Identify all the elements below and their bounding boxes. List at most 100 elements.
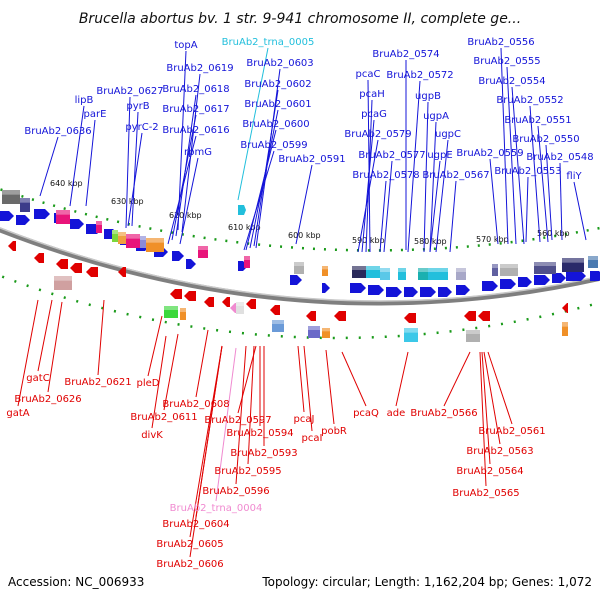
forward-gene-label: BruAb2_0574	[372, 49, 439, 60]
cog-box	[180, 308, 186, 320]
label-leader-line	[85, 119, 96, 207]
outer-tick-ring	[0, 187, 600, 252]
kbp-mark: 600 kbp	[288, 231, 321, 240]
reverse-label-lines	[17, 299, 513, 558]
label-leader-line	[69, 105, 85, 207]
reverse-gene-label: pcaI	[302, 433, 323, 444]
trna-forward-arrow	[238, 205, 246, 215]
forward-gene-arrow	[322, 283, 330, 293]
forward-gene-label: BruAb2_0577	[358, 150, 425, 161]
reverse-gene-arrow	[334, 311, 346, 321]
label-leader-line	[147, 315, 163, 377]
reverse-gene-label: BruAb2_0593	[230, 448, 297, 459]
forward-gene-label: BruAb2_0553	[494, 166, 561, 177]
reverse-gene-label: BruAb2_0597	[204, 415, 271, 426]
forward-gene-label: topA	[174, 40, 197, 51]
reverse-gene-arrow	[184, 291, 196, 301]
reverse-gene-label: BruAb2_0606	[156, 559, 223, 570]
forward-gene-label: BruAb2_0599	[240, 140, 307, 151]
label-leader-line	[297, 345, 305, 413]
forward-gene-label: BruAb2_0550	[512, 134, 579, 145]
cog-box	[140, 236, 146, 248]
forward-gene-label: BruAb2_0572	[386, 70, 453, 81]
forward-gene-arrow	[482, 281, 498, 291]
label-leader-line	[483, 351, 501, 445]
forward-label-lines	[39, 47, 587, 253]
chromosome-backbone-highlight	[0, 227, 600, 302]
forward-gene-label: BruAb2_0603	[246, 58, 313, 69]
reverse-gene-arrow	[222, 297, 230, 307]
cog-box	[112, 230, 118, 242]
reverse-gene-label: pcaQ	[353, 408, 379, 419]
cog-box	[96, 221, 102, 233]
forward-gene-label: BruAb2_0578	[352, 170, 419, 181]
cog-box	[54, 276, 72, 290]
forward-gene-label: ugpA	[423, 111, 449, 122]
cog-box	[404, 328, 418, 342]
reverse-gene-label: BruAb2_0621	[64, 377, 131, 388]
cog-box	[126, 234, 140, 248]
label-leader-line	[37, 299, 53, 372]
kbp-mark: 560 kbp	[537, 229, 570, 238]
cog-box	[534, 262, 556, 274]
forward-gene-label: fliY	[566, 171, 582, 182]
label-leader-line	[125, 96, 131, 229]
reverse-gene-label: BruAb2_0611	[130, 412, 197, 423]
label-leader-line	[247, 345, 255, 465]
label-leader-line	[167, 135, 197, 245]
label-leader-line	[487, 351, 513, 425]
forward-strand-features	[0, 205, 600, 297]
reverse-gene-label: BruAb2_0626	[14, 394, 81, 405]
cog-box	[322, 266, 328, 276]
reverse-gene-label: BruAb2_0561	[478, 426, 545, 437]
label-leader-line	[171, 114, 197, 241]
forward-gene-arrow	[350, 283, 366, 293]
reverse-gene-arrow	[306, 311, 316, 321]
forward-gene-arrow	[290, 275, 302, 285]
label-leader-line	[215, 347, 237, 502]
label-leader-line	[47, 301, 63, 393]
label-leader-line	[17, 299, 39, 407]
cog-box	[308, 326, 320, 338]
cog-box	[118, 232, 126, 244]
forward-gene-arrow	[456, 285, 470, 295]
label-leader-line	[479, 351, 487, 487]
reverse-gene-arrow	[464, 311, 476, 321]
reverse-gene-label: BruAb2_0566	[410, 408, 477, 419]
cog-box	[294, 262, 304, 274]
cog-box	[244, 256, 250, 268]
forward-gene-labels: topA BruAb2_trna_0005 BruAb2_0619 BruAb2_06…	[24, 37, 593, 182]
forward-gene-label: pcaC	[356, 69, 381, 80]
reverse-gene-arrow	[270, 305, 280, 315]
label-leader-line	[429, 160, 441, 253]
reverse-gene-label: BruAb2_0605	[156, 539, 223, 550]
forward-gene-arrow	[16, 215, 30, 225]
reverse-gene-label: gatA	[6, 408, 29, 419]
label-leader-line	[573, 181, 587, 241]
label-leader-line	[151, 335, 167, 429]
label-leader-line	[245, 129, 277, 251]
forward-gene-label: pyrB	[126, 101, 149, 112]
reverse-gene-arrow	[562, 303, 568, 313]
forward-gene-arrow	[186, 259, 196, 269]
reverse-gene-label: BruAb2_trna_0004	[170, 503, 263, 514]
reverse-gene-label: BruAb2_0596	[202, 486, 269, 497]
label-leader-line	[127, 132, 143, 227]
label-leader-line	[489, 158, 499, 245]
cog-box	[146, 238, 164, 252]
reverse-gene-label: BruAb2_0604	[162, 519, 229, 530]
cog-box	[20, 198, 30, 212]
reverse-gene-label: BruAb2_0564	[456, 466, 523, 477]
reverse-gene-label: BruAb2_0608	[162, 399, 229, 410]
inner-tick-ring	[0, 274, 600, 340]
forward-gene-label: BruAb2_0602	[244, 79, 311, 90]
reverse-gene-arrow	[204, 297, 214, 307]
cog-box	[352, 266, 366, 278]
label-leader-line	[303, 345, 313, 432]
cog-box	[428, 268, 448, 280]
forward-gene-label: lipB	[75, 95, 94, 106]
forward-gene-arrow	[590, 271, 600, 281]
forward-gene-label: rpmG	[184, 147, 212, 158]
forward-gene-label: BruAb2_0554	[478, 76, 545, 87]
label-leader-line	[443, 351, 471, 407]
